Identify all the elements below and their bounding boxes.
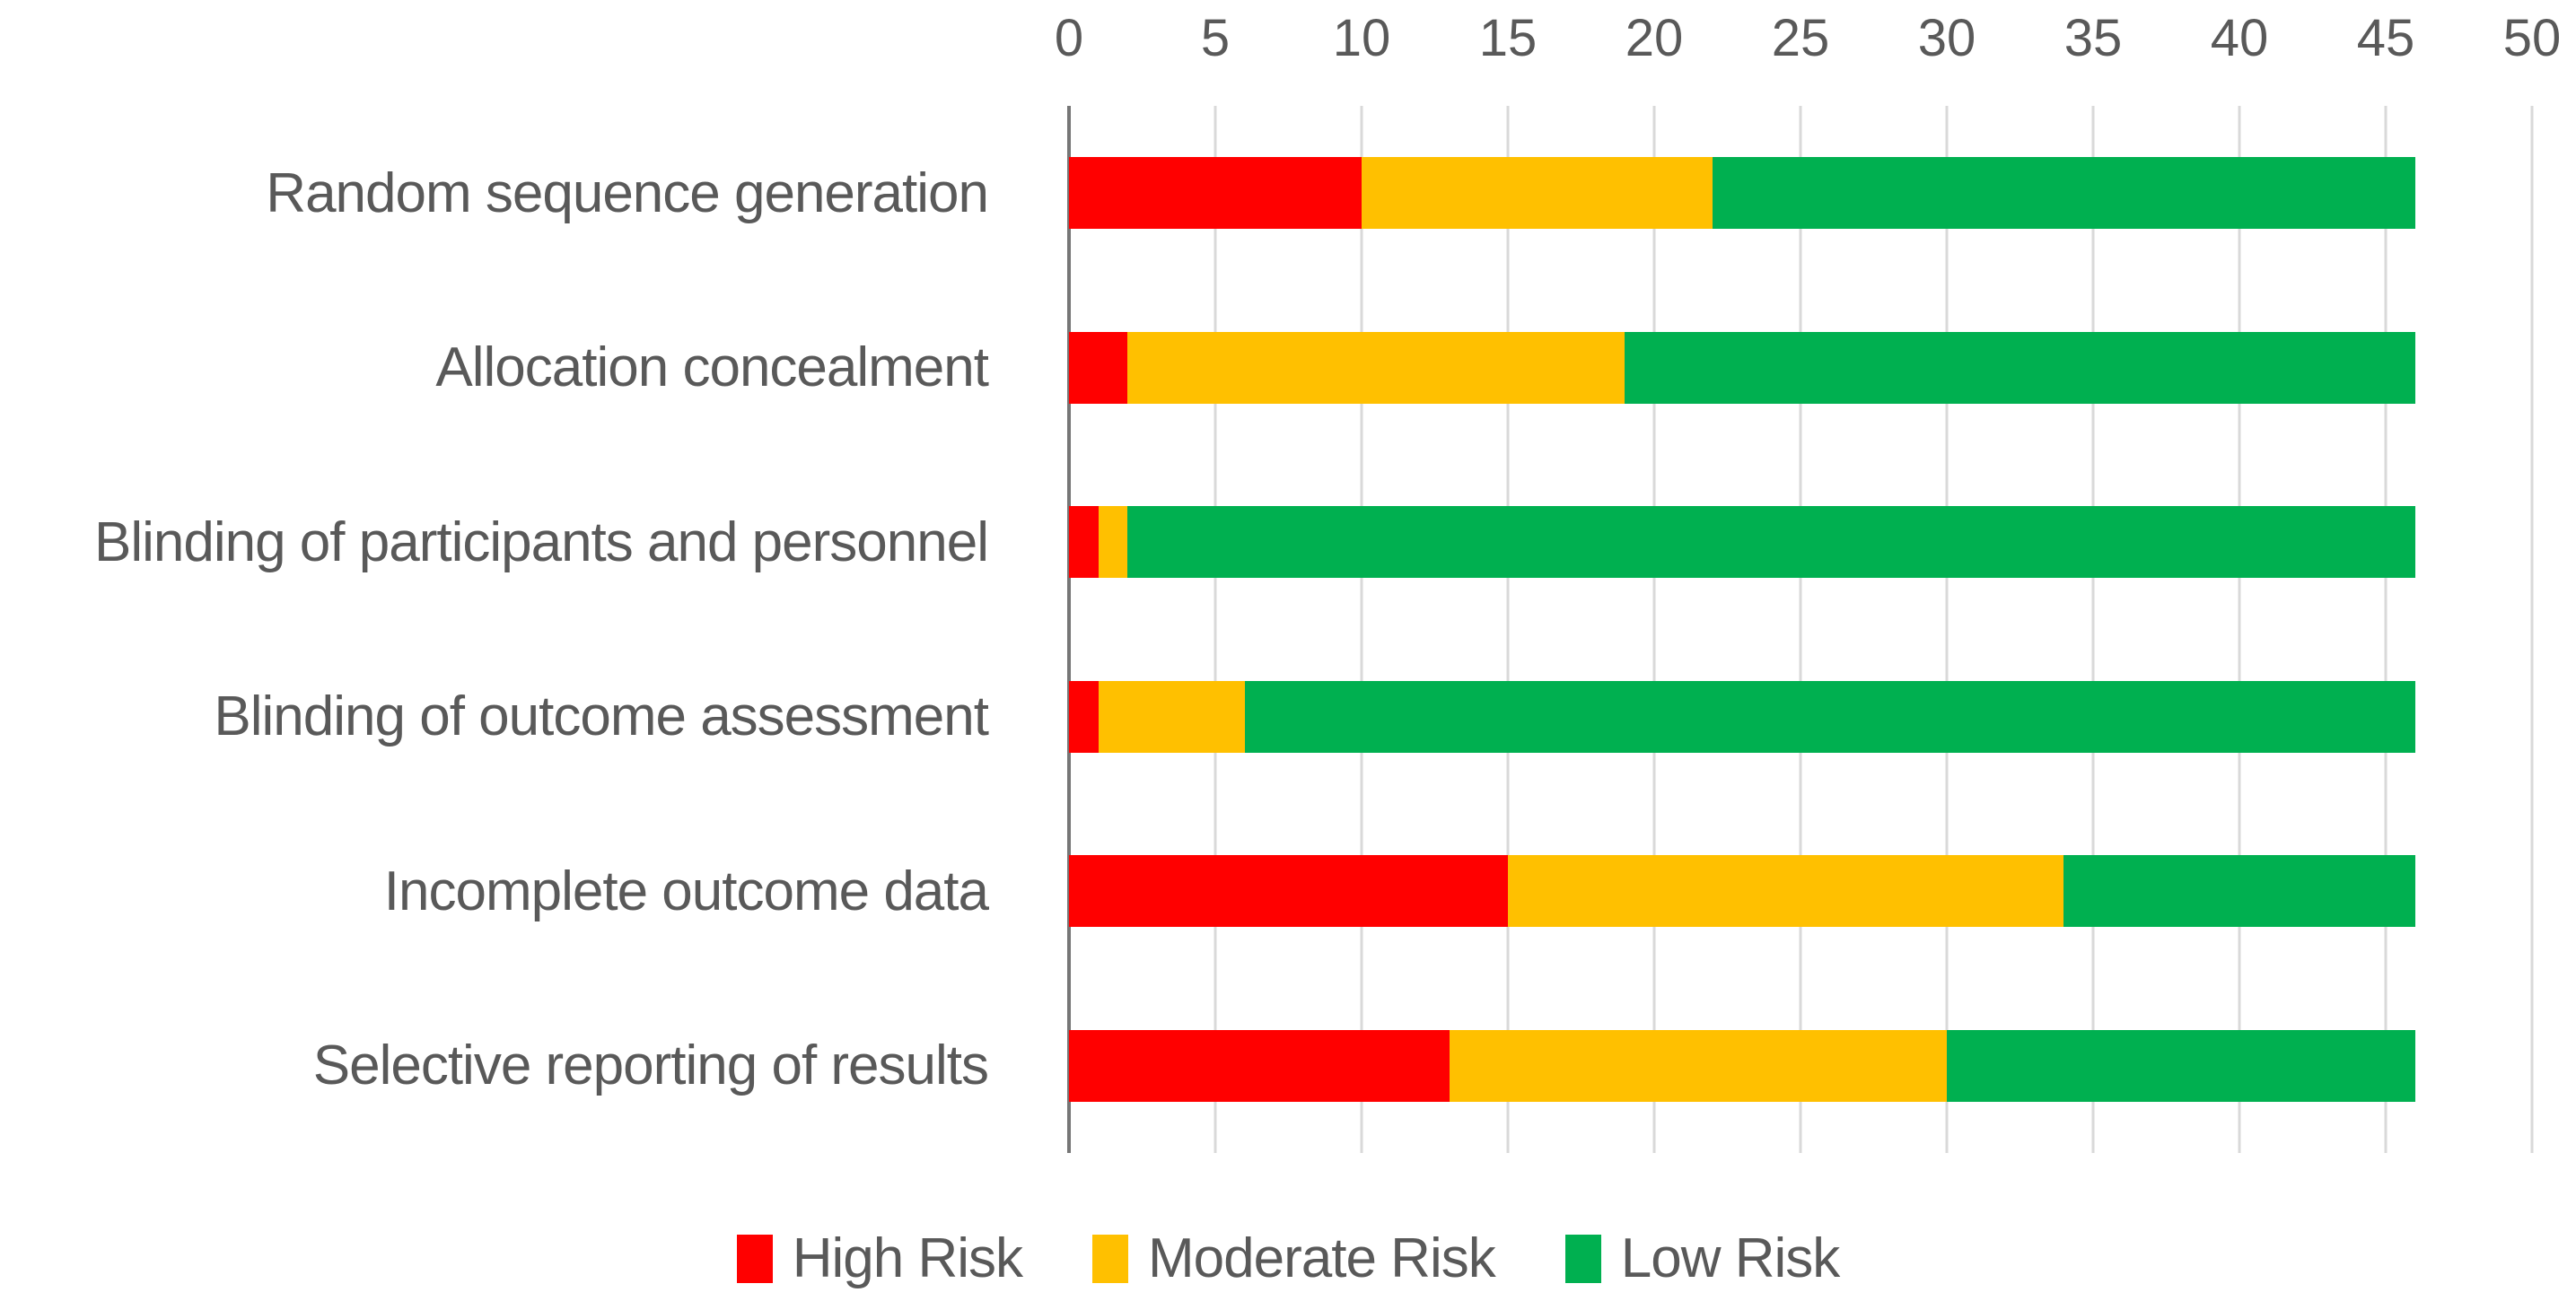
legend-item-high-risk: High Risk [736, 1227, 1023, 1290]
category-label: Incomplete outcome data [383, 860, 989, 922]
gridline-10 [1360, 106, 1363, 1153]
gridline-25 [1799, 106, 1802, 1153]
gridline-20 [1652, 106, 1656, 1153]
plot-area [1067, 106, 2534, 1153]
gridline-45 [2384, 106, 2388, 1153]
legend-swatch-icon [736, 1234, 773, 1283]
bar-segment-moderate-risk [1127, 331, 1625, 404]
legend: High Risk Moderate Risk Low Risk [0, 1207, 2576, 1310]
legend-label: Moderate Risk [1148, 1227, 1496, 1289]
bar-segment-high-risk [1069, 680, 1099, 753]
gridline-40 [2238, 106, 2241, 1153]
category-label: Blinding of outcome assessment [214, 686, 989, 748]
gridline-35 [2091, 106, 2095, 1153]
bar-segment-moderate-risk [1098, 506, 1128, 579]
bar-segment-high-risk [1069, 855, 1508, 928]
stacked-bar [1069, 157, 2532, 230]
legend-label: High Risk [792, 1227, 1023, 1289]
stacked-bar [1069, 506, 2532, 579]
stacked-bar [1069, 855, 2532, 928]
bar-row [1069, 455, 2532, 630]
x-axis-tick-labels: 0 5 10 15 20 25 30 35 40 45 50 [1055, 9, 2561, 90]
x-tick-label-10: 10 [1332, 9, 1391, 67]
bar-segment-low-risk [2063, 855, 2415, 928]
x-tick-label-20: 20 [1625, 9, 1684, 67]
bar-segment-low-risk [1244, 680, 2415, 753]
bar-segment-low-risk [1127, 506, 2415, 579]
gridline-50 [2530, 106, 2534, 1153]
legend-swatch-icon [1092, 1234, 1129, 1283]
gridline-5 [1214, 106, 1217, 1153]
bar-segment-low-risk [1713, 157, 2415, 230]
x-tick-label-25: 25 [1771, 9, 1830, 67]
x-tick-label-30: 30 [1917, 9, 1976, 67]
bar-segment-low-risk [1625, 331, 2415, 404]
gridlines [1067, 106, 2534, 1153]
x-tick-label-5: 5 [1200, 9, 1231, 67]
x-tick-label-0: 0 [1054, 9, 1084, 67]
category-labels: Random sequence generation Allocation con… [0, 106, 989, 1153]
legend-item-moderate-risk: Moderate Risk [1092, 1227, 1496, 1290]
stacked-bar [1069, 1029, 2532, 1102]
x-tick-label-40: 40 [2210, 9, 2269, 67]
legend-label: Low Risk [1620, 1227, 1841, 1289]
category-label: Random sequence generation [266, 162, 989, 224]
bar-segment-moderate-risk [1449, 1029, 1947, 1102]
y-axis-line [1067, 106, 1071, 1153]
gridline-15 [1506, 106, 1510, 1153]
stacked-bar [1069, 680, 2532, 753]
x-tick-label-50: 50 [2502, 9, 2562, 67]
category-label: Allocation concealment [435, 336, 989, 399]
bar-rows [1069, 106, 2532, 1153]
bar-row [1069, 630, 2532, 805]
stacked-bar [1069, 331, 2532, 404]
category-label: Blinding of participants and personnel [93, 511, 989, 573]
bar-row [1069, 979, 2532, 1154]
bar-segment-high-risk [1069, 1029, 1450, 1102]
bar-segment-high-risk [1069, 157, 1362, 230]
bar-segment-moderate-risk [1508, 855, 2064, 928]
x-tick-label-35: 35 [2063, 9, 2123, 67]
bar-segment-high-risk [1069, 506, 1099, 579]
category-label: Selective reporting of results [312, 1035, 989, 1097]
legend-swatch-icon [1564, 1234, 1601, 1283]
bar-segment-moderate-risk [1362, 157, 1713, 230]
bar-segment-low-risk [1946, 1029, 2415, 1102]
bar-segment-moderate-risk [1098, 680, 1245, 753]
x-tick-label-15: 15 [1478, 9, 1538, 67]
bar-row [1069, 281, 2532, 456]
legend-item-low-risk: Low Risk [1564, 1227, 1841, 1290]
gridline-30 [1945, 106, 1949, 1153]
bar-segment-high-risk [1069, 331, 1128, 404]
bar-row [1069, 106, 2532, 281]
x-tick-label-45: 45 [2356, 9, 2415, 67]
bar-row [1069, 804, 2532, 979]
